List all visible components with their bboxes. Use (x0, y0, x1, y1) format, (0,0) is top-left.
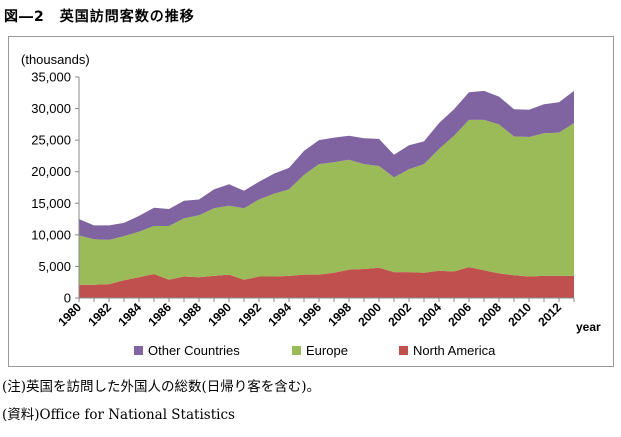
source-note: (資料)Office for National Statistics (2, 407, 235, 423)
series-area-north-america (79, 267, 574, 298)
series-area-europe (79, 119, 574, 285)
x-tick-label: 2000 (355, 300, 384, 329)
x-tick-label: 2004 (415, 300, 444, 329)
legend-swatch (134, 346, 143, 355)
x-tick-label: 1998 (325, 300, 354, 329)
x-tick-label: 1984 (115, 300, 144, 329)
y-tick-label: 35,000 (31, 70, 71, 85)
y-tick-label: 10,000 (31, 227, 71, 242)
x-tick-label: 2002 (385, 300, 414, 329)
y-unit-label: (thousands) (21, 52, 90, 67)
legend-label: North America (413, 343, 496, 358)
y-tick-label: 30,000 (31, 101, 71, 116)
y-tick-label: 20,000 (31, 164, 71, 179)
x-tick-label: 1994 (265, 300, 294, 329)
series-area-other-countries (79, 90, 574, 240)
x-tick-label: 1982 (85, 300, 114, 329)
x-tick-label: 1988 (175, 300, 204, 329)
legend-swatch (399, 346, 408, 355)
x-tick-label: 2008 (475, 300, 504, 329)
x-tick-label: 2012 (535, 300, 564, 329)
legend-swatch (292, 346, 301, 355)
legend-label: Europe (306, 343, 348, 358)
figure-title: 図―2 英国訪問客数の推移 (4, 9, 195, 25)
y-tick-label: 15,000 (31, 196, 71, 211)
footnote: (注)英国を訪問した外国人の総数(日帰り客を含む)。 (2, 379, 321, 395)
x-tick-label: 1996 (295, 300, 324, 329)
x-axis-label: year (576, 320, 601, 334)
x-tick-label: 1992 (235, 300, 264, 329)
stacked-area-chart: 0 5,000 10,000 15,000 20,000 25,000 30,000 35,0… (21, 52, 601, 358)
x-tick-label: 1990 (205, 300, 234, 329)
x-tick-label: 1980 (55, 300, 84, 329)
x-tick-label: 2006 (445, 300, 474, 329)
chart-area: 0 5,000 10,000 15,000 20,000 25,000 30,000 35,0… (8, 36, 614, 367)
y-tick-label: 5,000 (38, 259, 71, 274)
legend-label: Other Countries (148, 343, 240, 358)
x-tick-label: 1986 (145, 300, 174, 329)
y-tick-label: 25,000 (31, 133, 71, 148)
y-tick-label: 0 (64, 291, 71, 306)
x-tick-label: 2010 (505, 300, 534, 329)
